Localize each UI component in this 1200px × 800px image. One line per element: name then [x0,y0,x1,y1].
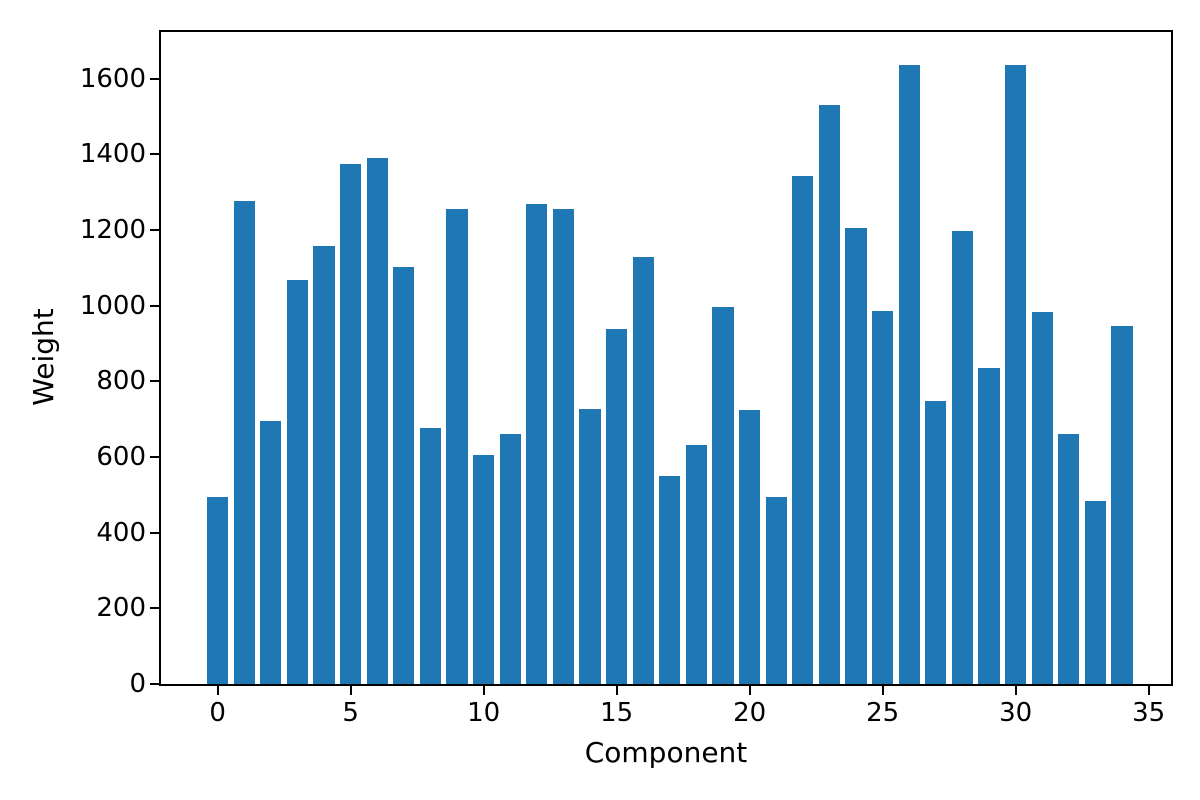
bar-20 [739,410,761,684]
x-tick-mark-30 [1014,686,1017,695]
bar-15 [606,329,628,684]
bar-11 [499,434,521,684]
bar-14 [579,408,601,684]
y-tick-mark-600 [150,456,159,458]
x-tick-label-35: 35 [1132,698,1166,728]
x-tick-label-20: 20 [733,698,767,728]
y-tick-label-800: 800 [96,366,146,397]
x-tick-mark-35 [1147,686,1150,695]
bar-4 [313,246,335,684]
bar-24 [845,227,867,684]
plot-area [159,30,1173,686]
x-tick-label-5: 5 [342,698,359,728]
x-tick-label-30: 30 [999,698,1033,728]
y-tick-mark-0 [150,683,159,685]
bar-28 [951,231,974,684]
bar-19 [712,306,734,684]
bar-5 [340,164,362,684]
x-axis-label: Component [584,736,748,769]
bar-6 [366,158,388,684]
y-tick-mark-1600 [150,77,159,80]
x-tick-mark-25 [881,686,884,695]
x-tick-label-10: 10 [467,698,501,728]
bar-1 [233,200,255,684]
y-axis-label: Weight [27,308,60,406]
bar-17 [659,475,681,684]
bar-18 [685,444,708,684]
bar-29 [978,368,1000,684]
y-tick-label-1200: 1200 [79,214,146,245]
bar-10 [473,454,495,684]
x-tick-mark-5 [349,686,352,695]
bar-0 [207,497,229,684]
y-tick-label-1600: 1600 [79,63,146,94]
bar-12 [526,203,548,684]
bar-16 [632,257,654,684]
y-tick-mark-200 [150,607,159,610]
bar-32 [1058,433,1080,684]
x-tick-mark-0 [216,686,219,695]
x-tick-label-15: 15 [600,698,634,728]
bar-8 [419,428,442,684]
y-tick-label-200: 200 [96,593,146,624]
x-tick-label-0: 0 [209,698,226,728]
bar-30 [1005,64,1027,684]
y-tick-label-600: 600 [96,442,146,472]
bar-9 [446,209,468,684]
bar-13 [552,209,575,684]
bar-23 [818,105,841,684]
bar-22 [792,175,814,684]
y-tick-mark-800 [150,380,159,383]
bar-25 [872,310,894,684]
x-tick-mark-10 [482,686,485,695]
bar-26 [898,64,920,684]
x-tick-mark-20 [748,686,751,695]
y-tick-label-1000: 1000 [79,290,146,321]
y-tick-mark-400 [150,531,159,534]
y-tick-mark-1000 [150,304,159,307]
bar-3 [286,279,309,684]
bar-21 [765,497,787,684]
y-tick-label-400: 400 [96,517,146,548]
bar-7 [393,267,415,684]
bar-27 [925,400,947,684]
y-tick-label-1400: 1400 [79,139,146,170]
bar-2 [260,421,282,684]
bar-34 [1111,326,1133,684]
x-tick-label-25: 25 [866,698,900,728]
bar-31 [1031,311,1053,684]
bar-33 [1084,500,1107,684]
y-tick-mark-1200 [150,228,159,231]
x-tick-mark-15 [615,686,618,695]
y-tick-mark-1400 [150,153,159,156]
y-tick-label-0: 0 [129,669,146,699]
